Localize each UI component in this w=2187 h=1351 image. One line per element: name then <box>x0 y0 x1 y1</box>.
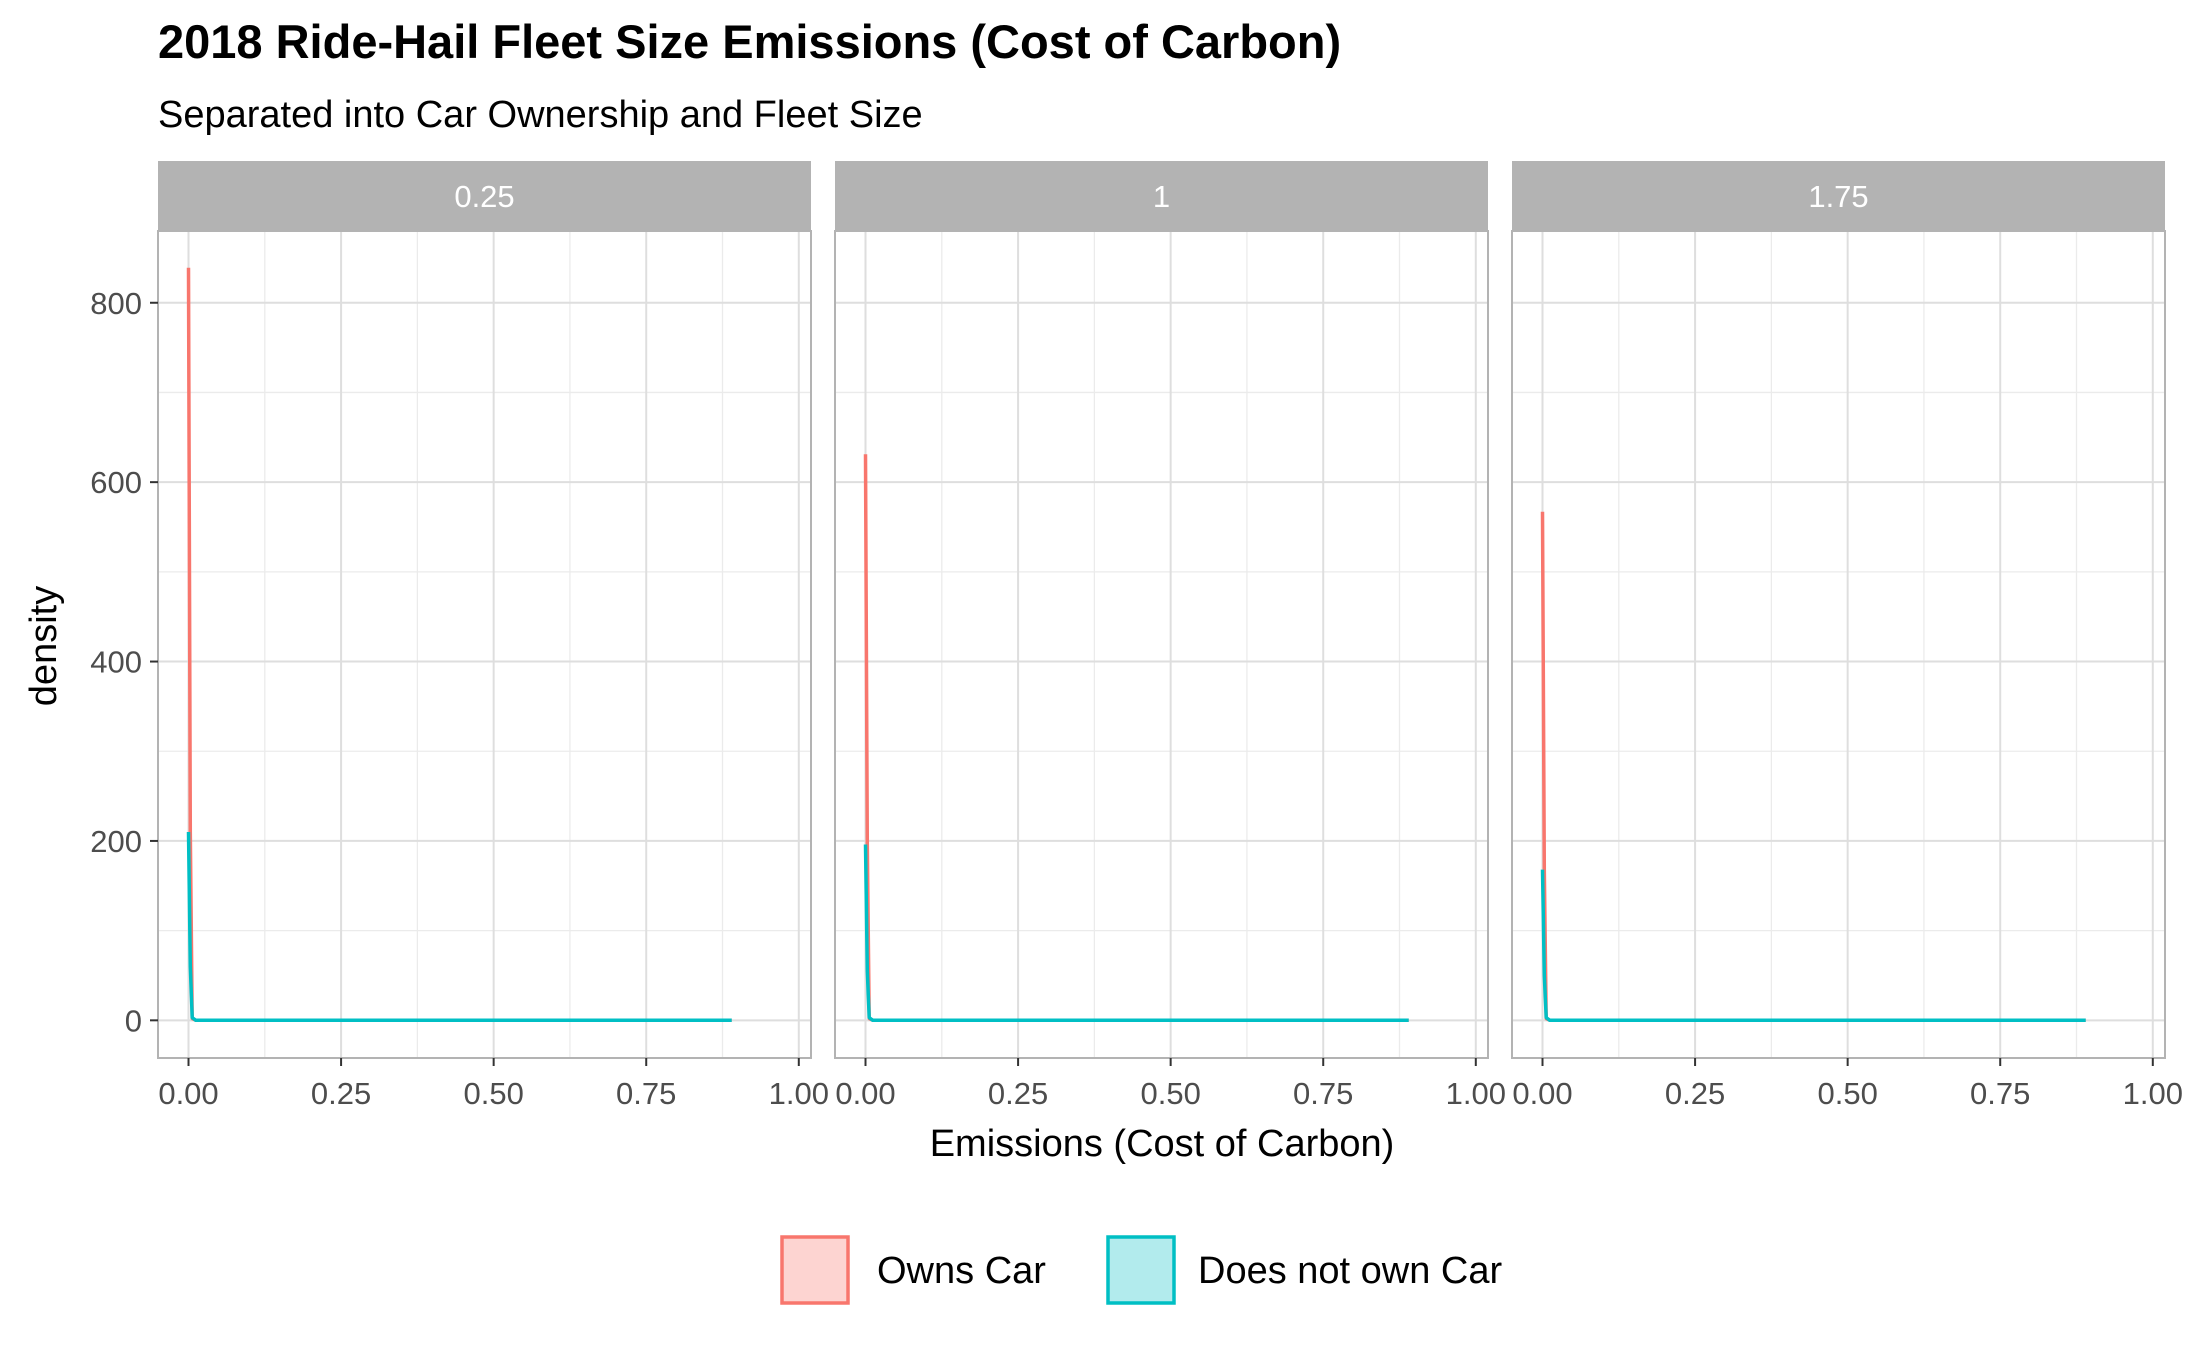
density-line-owns-car <box>863 454 1409 1023</box>
x-tick-label: 0.50 <box>463 1076 523 1111</box>
x-tick-label: 0.00 <box>1512 1076 1572 1111</box>
legend-item-owns-car: Owns Car <box>780 1235 1046 1305</box>
facets: 0.25 0.00 0.25 0.50 0.75 1.00 0 200 400 600 800 1 0.… <box>90 161 2183 1111</box>
x-tick-label: 0.75 <box>616 1076 676 1111</box>
density-line-owns-car <box>186 267 732 1023</box>
facet-panel-2: 1 0.00 0.25 0.50 0.75 1.00 <box>834 161 1506 1111</box>
legend-item-does-not-own-car: Does not own Car <box>1106 1235 1502 1305</box>
facet-panel-3: 1.75 0.00 0.25 0.50 0.75 1.00 <box>1511 161 2183 1111</box>
facet-strip-label: 1 <box>1153 179 1170 214</box>
density-line-does-not-own-car <box>863 844 1409 1023</box>
x-tick-label: 0.50 <box>1140 1076 1200 1111</box>
x-tick-label: 0.25 <box>1665 1076 1725 1111</box>
y-tick-label: 600 <box>90 465 142 500</box>
legend-label: Does not own Car <box>1198 1250 1502 1292</box>
x-tick-label: 1.00 <box>2123 1076 2183 1111</box>
panel-border <box>157 230 812 1059</box>
x-tick-label: 0.75 <box>1970 1076 2030 1111</box>
legend-key <box>1106 1235 1176 1305</box>
x-tick-label: 0.25 <box>311 1076 371 1111</box>
facet-strip-label: 1.75 <box>1808 179 1868 214</box>
x-tick-label: 0.50 <box>1817 1076 1877 1111</box>
x-axis-label: Emissions (Cost of Carbon) <box>930 1123 1395 1165</box>
x-tick-label: 0.25 <box>988 1076 1048 1111</box>
y-tick-label: 400 <box>90 645 142 680</box>
y-axis-label: density <box>23 586 65 706</box>
x-tick-label: 0.00 <box>158 1076 218 1111</box>
panel-border <box>834 230 1489 1059</box>
density-line-owns-car <box>1540 511 2086 1023</box>
facet-panel-1: 0.25 0.00 0.25 0.50 0.75 1.00 0 200 400 600 800 <box>90 161 829 1111</box>
panel-border <box>1511 230 2166 1059</box>
x-tick-label: 1.00 <box>1446 1076 1506 1111</box>
facet-strip-label: 0.25 <box>454 179 514 214</box>
facet-strip <box>158 161 811 231</box>
legend-key <box>780 1235 850 1305</box>
legend-label: Owns Car <box>877 1250 1046 1292</box>
y-tick-label: 800 <box>90 286 142 321</box>
density-line-does-not-own-car <box>1540 869 2086 1023</box>
x-tick-label: 0.00 <box>835 1076 895 1111</box>
y-tick-label: 0 <box>125 1003 142 1038</box>
y-tick-label: 200 <box>90 824 142 859</box>
x-tick-label: 0.75 <box>1293 1076 1353 1111</box>
x-tick-label: 1.00 <box>769 1076 829 1111</box>
facet-strip <box>1512 161 2165 231</box>
chart-subtitle: Separated into Car Ownership and Fleet S… <box>158 94 923 136</box>
density-line-does-not-own-car <box>186 831 732 1023</box>
chart-title: 2018 Ride-Hail Fleet Size Emissions (Cos… <box>158 15 1341 68</box>
legend: Owns Car Does not own Car <box>780 1235 1502 1305</box>
facet-strip <box>835 161 1488 231</box>
